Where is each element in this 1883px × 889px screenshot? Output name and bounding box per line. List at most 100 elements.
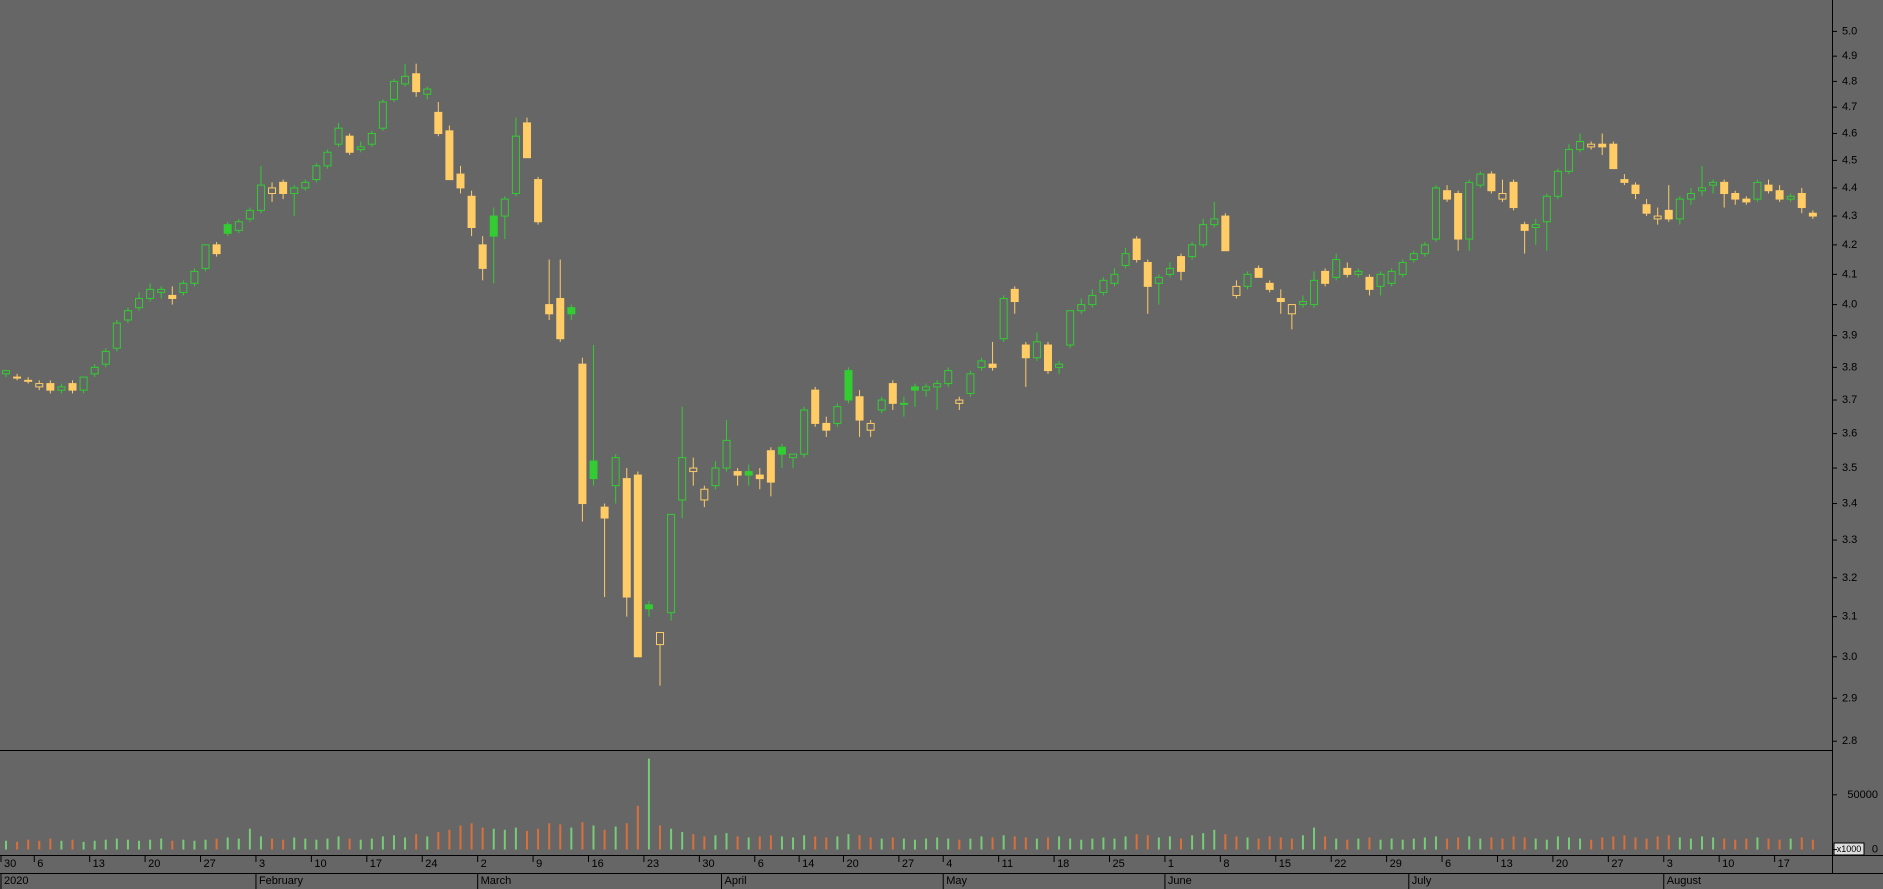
x-tick-label: 6	[37, 858, 43, 870]
candle-body	[1254, 267, 1263, 278]
candle-body	[268, 187, 277, 194]
candle-body	[401, 75, 410, 85]
candle-body	[1431, 187, 1440, 240]
y-tick-label: 3.4	[1842, 498, 1857, 510]
candle-body	[456, 173, 465, 189]
candle-body	[1265, 282, 1274, 290]
x-tick-label: 20	[1556, 858, 1568, 870]
y-tick-label: 4.8	[1842, 75, 1857, 87]
candle-body	[656, 632, 665, 646]
candle-body	[57, 386, 66, 391]
candle-body	[46, 383, 55, 391]
candle-body	[212, 244, 221, 255]
candle-body	[933, 383, 942, 388]
volume-tick-label: 50000	[1847, 789, 1878, 801]
candle-body	[1110, 273, 1119, 284]
unit-box	[1833, 842, 1865, 856]
candle-body	[1154, 276, 1163, 284]
month-label: April	[725, 875, 747, 887]
candle-body	[1420, 244, 1429, 255]
candle-body	[1021, 344, 1030, 359]
candle-body	[733, 471, 742, 476]
candle-body	[112, 322, 121, 349]
x-tick-label: 8	[1223, 858, 1229, 870]
candle-body	[190, 270, 199, 284]
candle-body	[1542, 195, 1551, 223]
x-tick-label: 30	[4, 858, 16, 870]
candle-body	[888, 383, 897, 404]
month-label: 2020	[4, 875, 28, 887]
candle-body	[600, 506, 609, 519]
candle-body	[1354, 270, 1363, 275]
candle-body	[1487, 173, 1496, 192]
candle-body	[877, 399, 886, 411]
candle-body	[1587, 143, 1596, 148]
candle-body	[1398, 261, 1407, 275]
candle-body	[1642, 204, 1651, 214]
y-tick-label: 3.9	[1842, 330, 1857, 342]
y-tick-label: 4.0	[1842, 299, 1857, 311]
candle-body	[1088, 294, 1097, 306]
y-tick-label: 4.7	[1842, 101, 1857, 113]
y-tick-label: 4.6	[1842, 127, 1857, 139]
candle-body	[1742, 198, 1751, 203]
x-tick-label: 29	[1390, 858, 1402, 870]
candle-body	[1454, 192, 1463, 240]
x-tick-label: 15	[1279, 858, 1291, 870]
candle-body	[2, 370, 10, 375]
y-tick-label: 4.2	[1842, 239, 1857, 251]
month-label: February	[259, 875, 304, 887]
y-tick-label: 3.3	[1842, 534, 1857, 546]
candle-body	[478, 244, 487, 269]
x-tick-label: 13	[1500, 858, 1512, 870]
candle-body	[500, 198, 509, 217]
candle-body	[844, 370, 853, 401]
candle-body	[999, 297, 1008, 340]
candle-body	[1121, 253, 1130, 266]
candle-body	[445, 130, 454, 181]
x-tick-label: 4	[946, 858, 952, 870]
candle-body	[1332, 259, 1341, 278]
candle-body	[744, 471, 753, 476]
candle-body	[1509, 181, 1518, 209]
candle-body	[1564, 149, 1573, 172]
y-tick-label: 5.0	[1842, 25, 1857, 37]
candle-body	[1620, 179, 1629, 183]
x-tick-label: 20	[148, 858, 160, 870]
candle-body	[79, 376, 88, 391]
candle-body	[434, 111, 443, 134]
x-tick-label: 2	[481, 858, 487, 870]
candle-body	[489, 215, 498, 237]
candle-body	[1675, 198, 1684, 220]
x-tick-label: 6	[758, 858, 764, 870]
candle-body	[866, 422, 875, 431]
candle-body	[1376, 273, 1385, 287]
candle-body	[556, 297, 565, 340]
x-tick-label: 9	[536, 858, 542, 870]
x-tick-label: 27	[204, 858, 216, 870]
candle-body	[1775, 190, 1784, 200]
candle-body	[789, 453, 798, 459]
candle-body	[1066, 310, 1075, 346]
candle-body	[1664, 209, 1673, 220]
month-label: May	[946, 875, 967, 887]
candle-body	[1177, 256, 1186, 272]
y-tick-label: 4.1	[1842, 268, 1857, 280]
candle-body	[1010, 288, 1019, 303]
candle-body	[245, 209, 254, 220]
candle-body	[1443, 190, 1452, 200]
candle-body	[1199, 224, 1208, 246]
candle-body	[1786, 195, 1795, 200]
candle-body	[1653, 215, 1662, 220]
volume-unit-label: x1000	[1837, 844, 1862, 854]
candle-body	[899, 402, 908, 405]
candle-body	[567, 307, 576, 315]
candle-body	[633, 474, 642, 658]
candle-body	[977, 360, 986, 368]
candle-body	[1476, 173, 1485, 186]
y-tick-label: 3.5	[1842, 462, 1857, 474]
candle-body	[1188, 244, 1197, 258]
candle-body	[667, 513, 676, 614]
